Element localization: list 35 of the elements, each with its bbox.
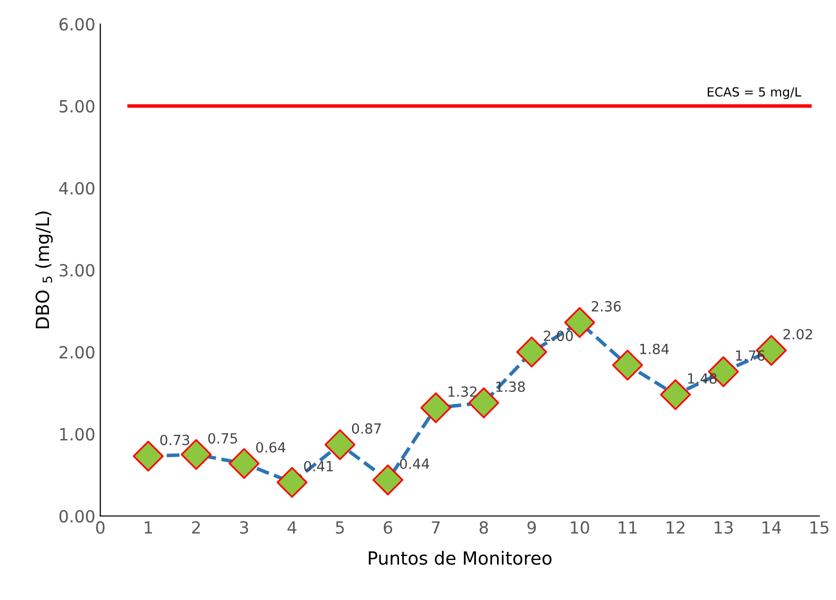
data-label: 2.02 [783,328,812,340]
x-tick-label: 14 [762,521,782,534]
x-tick-label: 11 [618,521,637,534]
data-label: 0.75 [208,433,238,444]
x-tick-label: 3 [240,521,248,534]
x-tick-label: 1 [144,521,152,534]
x-tick-label: 5 [336,521,344,534]
x-axis-title: Puntos de Monitoreo [368,550,552,565]
x-tick-label: 8 [480,521,488,534]
y-tick-label: 6.00 [60,18,94,31]
x-tick-label: 6 [384,521,392,534]
x-tick-label: 7 [432,521,440,534]
x-tick-label: 13 [714,521,733,534]
x-tick-label: 0 [96,521,105,534]
data-label: 1.32 [448,386,476,397]
data-label: 0.87 [352,423,381,434]
x-tick-label: 2 [192,521,200,534]
data-label: 2.36 [592,301,621,312]
y-tick-label: 0.00 [59,510,94,523]
y-tick-label: 2.00 [60,346,94,359]
x-tick-label: 10 [570,521,590,534]
y-tick-label: 3.00 [60,264,94,277]
ref-line-label: ECAS = 5 mg/L [708,87,802,100]
x-tick-label: 15 [810,521,828,534]
data-label: 1.84 [640,344,669,354]
y-tick-label: 1.00 [60,428,94,441]
x-tick-label: 4 [288,521,296,534]
y-tick-label: 5.00 [60,100,94,113]
data-label: 0.64 [256,442,286,453]
y-axis-title: DBO $_{5}$ (mg/L) [35,212,53,328]
data-label: 0.73 [160,434,190,446]
data-label: 0.44 [400,458,430,470]
x-tick-label: 9 [527,521,536,534]
x-tick-label: 12 [666,521,684,534]
y-tick-label: 4.00 [59,182,94,195]
